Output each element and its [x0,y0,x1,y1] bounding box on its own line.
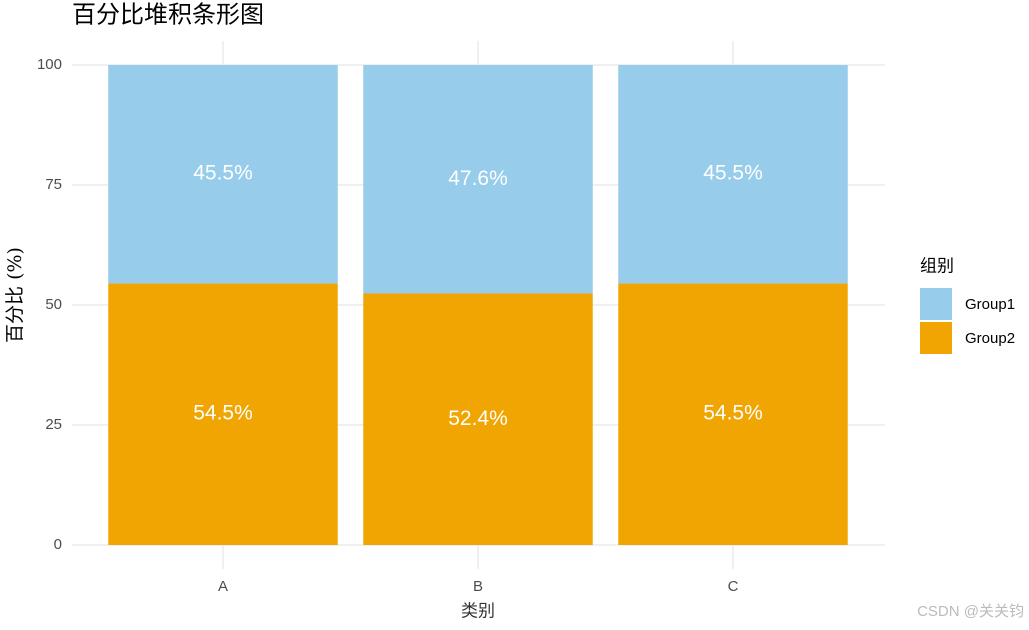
legend-title: 组别 [920,256,954,275]
x-tick-label: C [728,578,739,595]
y-axis-title: 百分比 (%) [4,247,26,343]
bar-segment [618,283,848,545]
x-tick-label: A [218,578,228,595]
value-label: 54.5% [193,402,253,425]
bar-segment [363,65,593,294]
value-label: 54.5% [703,402,763,425]
value-label: 47.6% [448,167,508,190]
x-tick-label: B [473,578,483,595]
y-tick-label: 100 [37,56,62,73]
legend-label: Group1 [965,296,1015,313]
value-label: 45.5% [193,162,253,185]
chart-title: 百分比堆积条形图 [72,1,264,29]
bar-segment [363,293,593,545]
legend-label: Group2 [965,330,1015,347]
watermark: CSDN @关关钧 [917,603,1024,620]
value-label: 45.5% [703,162,763,185]
x-axis-title: 类别 [461,601,495,620]
y-tick-label: 0 [54,536,62,553]
legend-swatch [920,288,952,320]
legend-swatch [920,322,952,354]
y-tick-label: 75 [45,176,62,193]
bar-segment [108,65,338,284]
bar-segment [108,283,338,545]
value-label: 52.4% [448,407,508,430]
y-tick-label: 50 [45,296,62,313]
y-tick-label: 25 [45,416,62,433]
bar-segment [618,65,848,284]
